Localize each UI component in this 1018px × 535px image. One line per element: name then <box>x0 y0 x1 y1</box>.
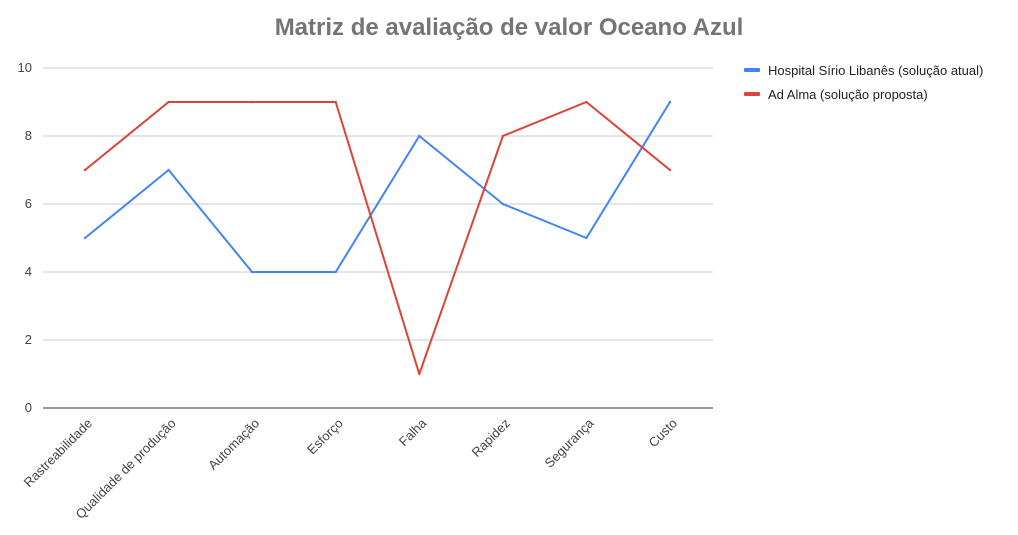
legend-label: Hospital Sírio Libanês (solução atual) <box>768 62 984 78</box>
y-axis-ticks: 0 2 4 6 8 10 <box>18 60 32 415</box>
y-tick-label: 2 <box>25 332 32 347</box>
series-line-1 <box>84 101 671 273</box>
y-tick-label: 10 <box>18 60 32 75</box>
x-tick-label: Falha <box>396 415 430 449</box>
data-point <box>167 100 170 104</box>
legend-swatch-red <box>744 92 760 96</box>
data-point <box>418 134 421 138</box>
x-tick-label: Segurança <box>541 415 597 471</box>
x-tick-label: Custo <box>645 416 680 451</box>
data-point <box>585 236 588 240</box>
y-tick-label: 8 <box>25 128 32 143</box>
x-tick-label: Rastreabilidade <box>21 416 95 490</box>
data-point <box>334 270 337 274</box>
data-point <box>250 270 254 274</box>
y-tick-label: 4 <box>25 264 32 279</box>
x-tick-label: Esforço <box>304 416 346 458</box>
y-tick-label: 0 <box>25 400 32 415</box>
data-point <box>501 134 505 138</box>
data-point <box>585 100 588 104</box>
data-point <box>501 202 505 206</box>
legend: Hospital Sírio Libanês (solução atual) A… <box>744 58 983 106</box>
legend-label: Ad Alma (solução proposta) <box>768 86 928 102</box>
legend-item[interactable]: Ad Alma (solução proposta) <box>744 82 983 106</box>
data-point <box>334 100 337 104</box>
data-point <box>668 100 672 104</box>
chart-title: Matriz de avaliação de valor Oceano Azul <box>274 14 744 41</box>
data-point <box>250 100 254 104</box>
legend-swatch-blue <box>744 68 760 72</box>
data-point <box>83 168 87 172</box>
series-line-2 <box>84 101 671 375</box>
y-tick-label: 6 <box>25 196 32 211</box>
x-tick-label: Rapidez <box>469 416 513 460</box>
legend-item[interactable]: Hospital Sírio Libanês (solução atual) <box>744 58 983 82</box>
series-lines <box>83 100 672 376</box>
x-tick-label: Automação <box>205 416 262 473</box>
data-point <box>418 372 421 376</box>
data-point <box>83 236 87 240</box>
data-point <box>668 168 672 172</box>
data-point <box>167 168 170 172</box>
